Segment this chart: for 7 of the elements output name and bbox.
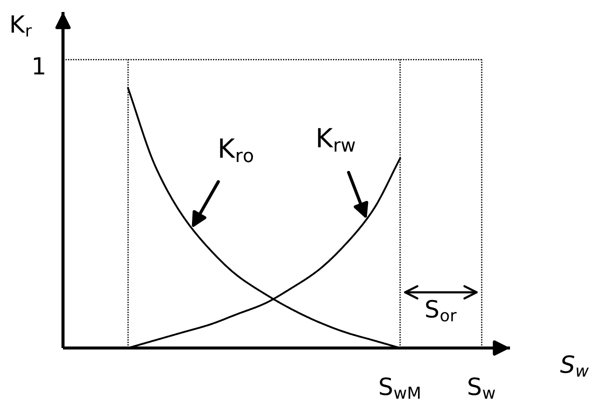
- x-axis-title: S$_{w}$: [560, 355, 589, 377]
- ref-line-label: 1: [34, 57, 44, 74]
- x-tick-label: S$_{wM}$: [380, 377, 420, 399]
- annotation: S$_{or}$: [426, 300, 457, 322]
- series-label: K$_{rw}$: [318, 128, 355, 152]
- text: K$_{ro}$: [220, 138, 254, 162]
- y-axis-title: K$_{r}$: [12, 15, 32, 36]
